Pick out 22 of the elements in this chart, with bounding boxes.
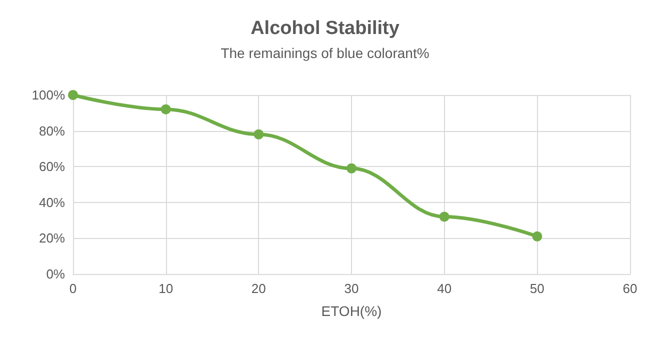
y-tick-label: 0% [46, 266, 66, 282]
point [439, 212, 450, 222]
x-tick-label: 50 [530, 281, 544, 296]
y-tick-label: 60% [38, 159, 66, 174]
point [532, 231, 542, 242]
point [68, 90, 78, 100]
chart-subtitle: The remainings of blue colorant% [220, 45, 430, 61]
x-tick-label: 40 [437, 281, 452, 296]
y-tick-label: 40% [38, 194, 66, 210]
point [254, 129, 264, 140]
x-axis-title: ETOH(%) [321, 303, 382, 319]
x-tick-label: 0 [69, 281, 77, 296]
x-tick-label: 60 [622, 281, 638, 296]
x-tick-label: 20 [251, 281, 266, 296]
x-tick-label: 10 [158, 281, 174, 296]
x-tick-label: 30 [344, 281, 359, 296]
chart-title: Alcohol Stability [250, 18, 400, 39]
y-tick-label: 80% [38, 123, 66, 138]
y-tick-label: 100% [32, 88, 66, 102]
point [160, 104, 171, 114]
y-tick-label: 20% [38, 230, 66, 246]
point [346, 163, 356, 174]
